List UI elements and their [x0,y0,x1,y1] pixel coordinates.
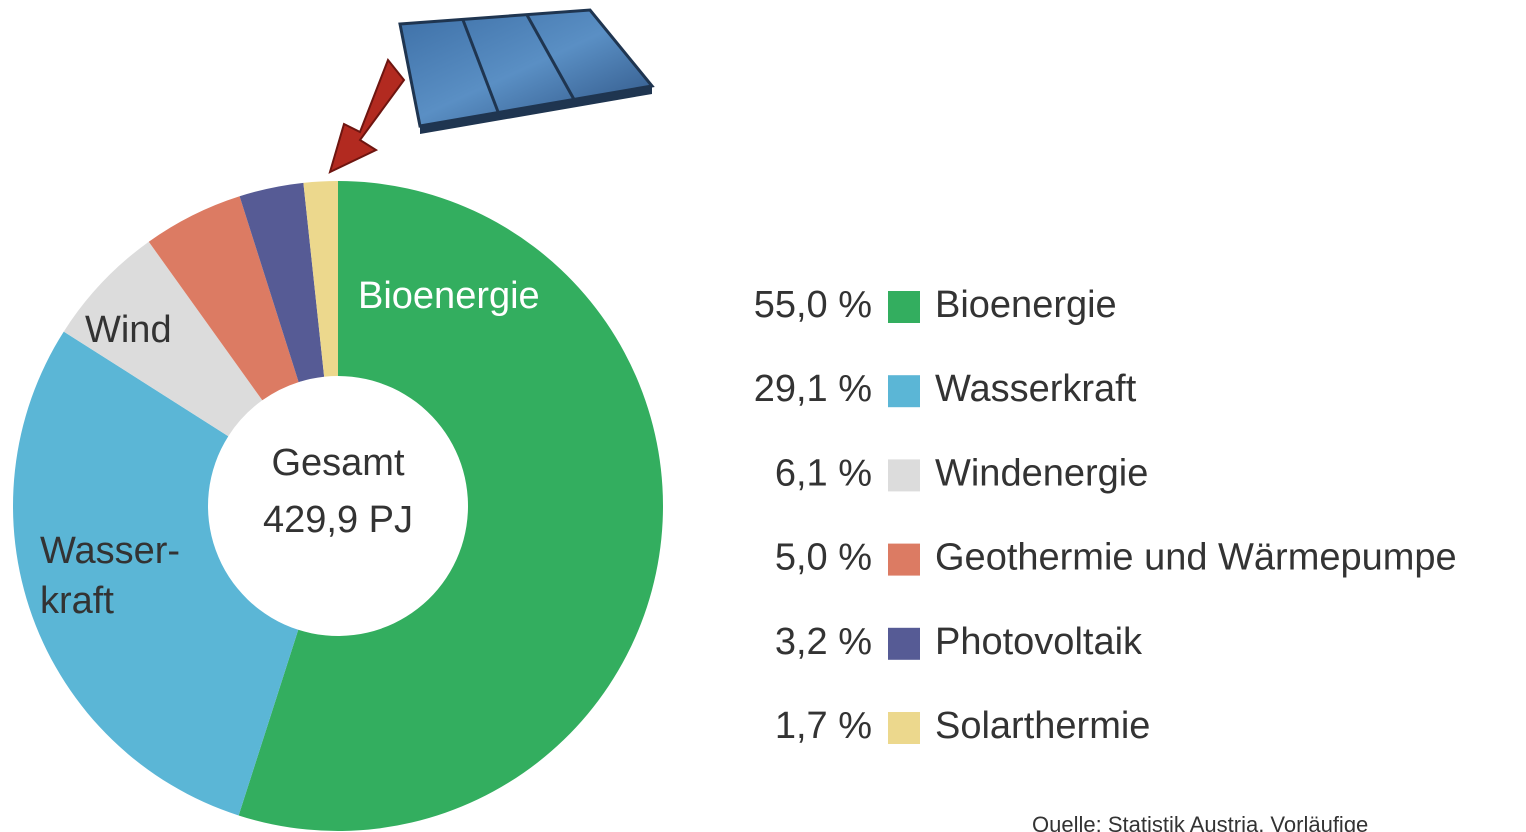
slice-label: Bioenergie [358,275,540,317]
legend-swatch [888,459,920,491]
center-text: Gesamt [271,442,404,484]
legend-swatch [888,628,920,660]
legend-swatch [888,375,920,407]
chart: Gesamt 429,9 PJ Quelle: Statistik Austri… [0,0,1526,832]
legend-swatch [888,712,920,744]
legend-value: 29,1 % [754,368,872,410]
solar-panel-icon [400,10,652,134]
legend-swatch [888,291,920,323]
legend-label: Wasserkraft [935,368,1137,410]
legend-label: Geothermie und Wärmepumpe [935,537,1457,579]
legend-label: Windenergie [935,452,1148,494]
legend-swatch [888,544,920,576]
legend-value: 6,1 % [775,452,872,494]
legend-label: Bioenergie [935,284,1117,326]
source: Quelle: Statistik Austria, Vorläufige [1032,812,1368,832]
legend-value: 3,2 % [775,621,872,663]
legend-label: Solarthermie [935,705,1150,747]
slice-label: Wasser- [40,530,180,572]
legend-value: 1,7 % [775,705,872,747]
pointer-arrow [330,60,404,172]
slice-label: Wind [85,309,172,351]
center-text: 429,9 PJ [263,499,413,541]
slice-label: kraft [40,580,114,622]
legend-value: 55,0 % [754,284,872,326]
legend-label: Photovoltaik [935,621,1143,663]
legend-value: 5,0 % [775,537,872,579]
